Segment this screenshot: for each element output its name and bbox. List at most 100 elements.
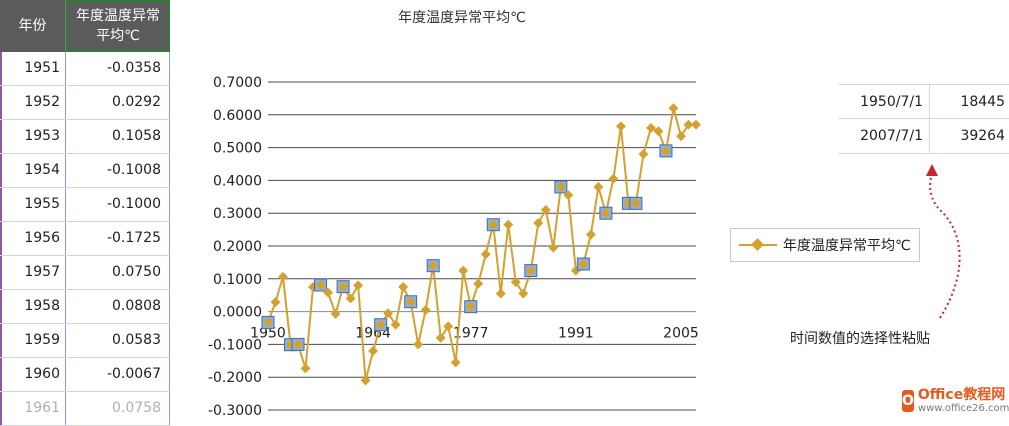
series-line[interactable] [267,107,696,381]
chart-legend[interactable]: 年度温度异常平均℃ [730,228,920,262]
data-point[interactable] [510,277,521,288]
data-point[interactable] [480,249,491,260]
data-point[interactable] [278,271,288,282]
cell-date[interactable]: 2007/7/1 [838,119,930,153]
cell-serial[interactable]: 39264 [960,128,1005,144]
cell-anomaly[interactable]: 0.0750 [66,256,170,289]
cell-anomaly[interactable]: -0.0358 [66,52,170,85]
data-point[interactable] [398,282,409,292]
data-point[interactable] [585,229,596,240]
cell-anomaly[interactable]: -0.1008 [66,154,170,187]
dotted-arrow-icon [926,164,961,319]
cell-serial[interactable]: 18445 [960,94,1005,110]
data-point[interactable] [593,182,604,192]
data-point[interactable] [533,218,544,228]
data-point[interactable] [413,339,424,350]
data-point[interactable] [330,308,341,319]
x-tick-label: 2005 [663,326,699,342]
table-row[interactable]: 1957 0.0750 [0,256,170,290]
data-point[interactable] [518,288,529,299]
data-point[interactable] [420,305,431,315]
data-point[interactable] [360,375,371,386]
table-row[interactable]: 1953 0.1058 [0,120,170,154]
data-point[interactable] [653,126,664,137]
data-point[interactable] [465,301,476,312]
data-point[interactable] [345,293,356,304]
cell-year[interactable]: 1956 [0,222,66,255]
spreadsheet-table: 年份 年度温度异常 平均℃ 1951 -0.0358 1952 0.0292 1953 0… [0,0,170,426]
data-point[interactable] [390,319,401,330]
y-tick-label: 0.0000 [213,305,262,321]
data-point[interactable] [555,182,566,192]
cell-year[interactable]: 1953 [0,120,66,153]
data-point[interactable] [383,308,394,319]
cell-anomaly[interactable]: -0.1000 [66,188,170,221]
data-point[interactable] [563,190,574,201]
office-logo-icon: O [902,390,914,412]
data-point[interactable] [668,103,679,114]
data-point[interactable] [600,208,611,219]
table-row[interactable]: 1955 -0.1000 [0,188,170,222]
cell-year[interactable]: 1955 [0,188,66,221]
cell-year[interactable]: 1954 [0,154,66,187]
column-header-anomaly[interactable]: 年度温度异常 平均℃ [66,0,170,52]
data-point[interactable] [473,278,484,289]
data-point[interactable] [540,204,551,215]
data-point[interactable] [578,259,589,269]
table-row[interactable]: 1960 -0.0067 [0,358,170,392]
cell-year[interactable]: 1959 [0,324,66,357]
cell-anomaly[interactable]: 0.0758 [66,392,170,425]
data-point[interactable] [368,346,379,356]
data-point[interactable] [270,297,281,308]
cell-anomaly[interactable]: -0.1725 [66,222,170,255]
x-tick-label: 1977 [453,326,489,342]
data-point[interactable] [630,198,641,209]
data-point[interactable] [300,363,311,374]
cell-year[interactable]: 1957 [0,256,66,289]
table-row[interactable]: 1951 -0.0358 [0,52,170,86]
data-point[interactable] [495,288,506,299]
table-row[interactable]: 1952 0.0292 [0,86,170,120]
data-point[interactable] [608,173,619,184]
cell-year[interactable]: 1952 [0,86,66,119]
data-point[interactable] [691,119,701,130]
data-point[interactable] [548,242,559,253]
data-point[interactable] [435,332,446,343]
cell-anomaly[interactable]: -0.0067 [66,358,170,391]
data-point[interactable] [338,281,349,292]
cell-anomaly[interactable]: 0.0292 [66,86,170,119]
table-row[interactable]: 1961 0.0758 [0,392,170,426]
cell-year[interactable]: 1951 [0,52,66,85]
data-point[interactable] [375,319,386,330]
data-point[interactable] [458,265,469,276]
data-point[interactable] [661,145,671,156]
table-row[interactable]: 1958 0.0808 [0,290,170,324]
data-point[interactable] [638,149,649,160]
line-chart[interactable]: 年度温度异常平均℃ 0.7000 0.6000 0.5000 0.4000 0.3000 0… [180,0,720,420]
y-tick-label: 0.7000 [213,75,262,91]
table-row[interactable]: 1956 -0.1725 [0,222,170,256]
data-point[interactable] [615,121,626,132]
table-row[interactable]: 1959 0.0583 [0,324,170,358]
data-point[interactable] [428,260,439,271]
data-point[interactable] [323,287,334,298]
cell-anomaly[interactable]: 0.1058 [66,120,170,153]
data-point[interactable] [353,280,364,291]
cell-year[interactable]: 1958 [0,290,66,323]
data-point[interactable] [676,131,686,142]
data-point[interactable] [525,265,536,276]
data-point[interactable] [405,296,416,307]
cell-date[interactable]: 1950/7/1 [838,85,930,119]
cell-anomaly[interactable]: 0.0583 [66,324,170,357]
column-header-year[interactable]: 年份 [0,0,66,52]
table-row[interactable]: 1954 -0.1008 [0,154,170,188]
data-point[interactable] [450,357,461,368]
cell-year[interactable]: 1961 [0,392,66,425]
data-point[interactable] [443,321,454,332]
cell-anomaly[interactable]: 0.0808 [66,290,170,323]
cell-year[interactable]: 1960 [0,358,66,391]
date-table-row[interactable]: 1950/7/1 18445 [838,84,1009,119]
date-table-row[interactable]: 2007/7/1 39264 [838,119,1009,154]
data-point[interactable] [488,219,499,230]
data-point[interactable] [503,219,514,230]
